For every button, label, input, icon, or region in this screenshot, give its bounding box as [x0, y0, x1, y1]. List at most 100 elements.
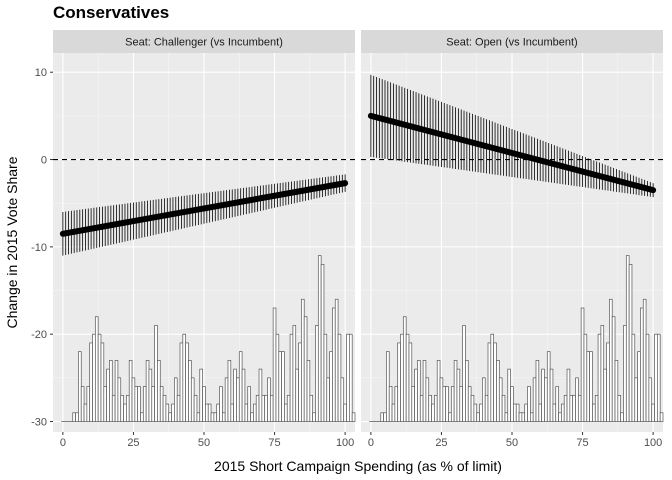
histogram-bar: [346, 333, 350, 422]
histogram-bar: [442, 386, 447, 422]
histogram-bar: [182, 333, 187, 422]
histogram-bar: [343, 403, 347, 422]
histogram-bar: [467, 386, 472, 422]
histogram-bar: [439, 377, 444, 422]
histogram-bar: [529, 412, 534, 422]
histogram-bar: [97, 333, 102, 422]
histogram-bar: [411, 386, 415, 422]
histogram-bar: [221, 412, 226, 422]
histogram-bar: [123, 403, 127, 422]
histogram-bar: [631, 333, 636, 422]
histogram-bar: [337, 333, 342, 422]
histogram-bar: [255, 394, 260, 422]
histogram-bar: [408, 342, 413, 422]
histogram-bar: [278, 351, 282, 422]
histogram-bar: [521, 412, 526, 422]
histogram-bar: [92, 333, 96, 422]
histogram-bar: [431, 403, 435, 422]
histogram-bar: [657, 333, 661, 422]
histogram-bar: [648, 377, 653, 422]
histogram-bar: [312, 412, 316, 422]
histogram-bar: [623, 325, 627, 422]
histogram-bar: [86, 386, 91, 422]
histogram-bar: [151, 386, 155, 422]
histogram-bar: [301, 298, 305, 422]
histogram-bar: [594, 394, 599, 422]
histogram-bar: [524, 403, 528, 422]
histogram-bar: [482, 377, 486, 422]
histogram-bar: [162, 394, 167, 422]
histogram-bar: [592, 403, 596, 422]
histogram-bar: [541, 368, 545, 422]
histogram-bar: [493, 342, 497, 422]
histogram-bar: [552, 403, 557, 422]
histogram-bar: [238, 351, 243, 422]
histogram-bar: [267, 377, 271, 422]
histogram-bar: [261, 394, 266, 422]
histogram-bar: [572, 394, 576, 422]
histogram-bar: [563, 394, 568, 422]
histogram-bar: [213, 412, 218, 422]
histogram-bar: [106, 368, 110, 422]
histogram-bar: [315, 325, 319, 422]
histogram-bar: [609, 298, 613, 422]
histogram-bar: [654, 333, 658, 422]
facet-panel-1: Seat: Challenger (vs Incumbent) 0 25 50 75 10…: [53, 30, 356, 449]
histogram-bar: [417, 360, 421, 422]
x-tick-label: 75: [268, 437, 280, 449]
histogram-bar: [193, 394, 198, 422]
histogram-bar: [479, 403, 483, 422]
histogram-bar: [620, 412, 624, 422]
histogram-bar: [284, 403, 288, 422]
histogram-bar: [148, 368, 153, 422]
histogram-bar: [244, 403, 249, 422]
facet-strip-label: Seat: Challenger (vs Incumbent): [125, 37, 283, 49]
histogram-bar: [196, 412, 201, 422]
histogram-bar: [575, 377, 579, 422]
histogram-bar: [145, 360, 150, 422]
histogram-bar: [179, 342, 184, 422]
histogram-bar: [332, 307, 336, 422]
histogram-bar: [501, 394, 506, 422]
histogram-bar: [227, 360, 232, 422]
histogram-bar: [462, 325, 466, 422]
histogram-bar: [456, 368, 461, 422]
histogram-bar: [507, 368, 511, 422]
facet-panel-2: Seat: Open (vs Incumbent) 0 25 50 75 100: [361, 30, 664, 449]
histogram-bar: [303, 316, 308, 422]
histogram-bar: [264, 394, 268, 422]
chart-title: Conservatives: [53, 3, 170, 22]
histogram-bar: [634, 377, 638, 422]
histogram-bar: [515, 403, 520, 422]
histogram-bar: [205, 403, 209, 422]
histogram-bar: [583, 333, 588, 422]
histogram-bar: [397, 342, 401, 422]
facet-strip-label: Seat: Open (vs Incumbent): [446, 37, 577, 49]
histogram-bar: [241, 368, 246, 422]
histogram-bar: [637, 351, 641, 422]
histogram-bar: [131, 377, 136, 422]
histogram-bar: [275, 333, 280, 422]
x-tick-label: 25: [435, 437, 447, 449]
histogram-bar: [216, 403, 220, 422]
histogram-bar: [281, 351, 285, 422]
histogram-bar: [236, 377, 240, 422]
y-tick-label: -20: [31, 329, 47, 341]
histogram-bar: [558, 412, 562, 422]
histogram-bar: [140, 412, 144, 422]
histogram-bar: [185, 342, 189, 422]
histogram-bar: [72, 412, 76, 422]
histogram-bar: [504, 412, 509, 422]
histogram-bar: [617, 394, 622, 422]
histogram-bar: [383, 412, 387, 422]
x-tick-label: 75: [576, 437, 588, 449]
histogram-bar: [165, 403, 170, 422]
histogram-bar: [453, 360, 458, 422]
histogram-bar: [154, 325, 158, 422]
histogram-bar: [419, 394, 424, 422]
histogram-bar: [459, 386, 463, 422]
histogram-bar: [434, 394, 438, 422]
histogram-bar: [309, 394, 314, 422]
histogram-bar: [295, 368, 299, 422]
